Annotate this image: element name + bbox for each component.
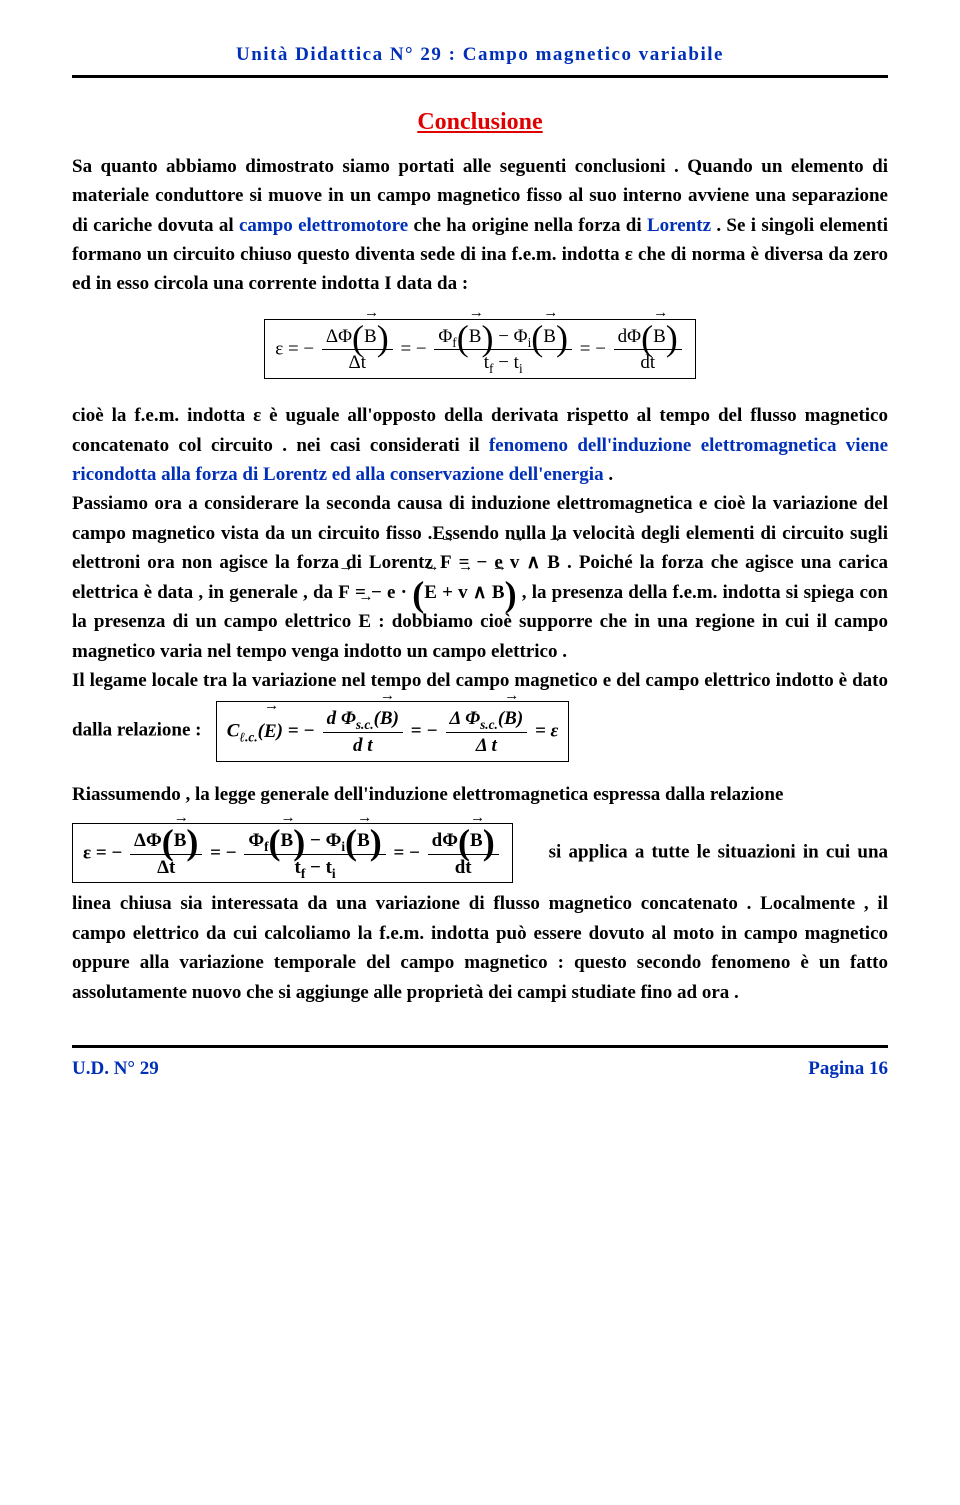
- eq-text: (: [412, 574, 424, 614]
- eq-text: ∧: [468, 582, 492, 603]
- eq-sym: B: [547, 552, 560, 573]
- eq-sub: f: [489, 361, 493, 376]
- eq-sym: F: [440, 552, 452, 573]
- eq-sym: B: [364, 326, 377, 347]
- fraction: dΦ(→B) dt: [428, 828, 499, 880]
- eq-sym: E: [264, 721, 277, 742]
- eq-text: ε = −: [83, 843, 122, 864]
- equation-1: ε = − ΔΦ(→B) Δt = − Φf(→B) − Φi(→B) tf −…: [72, 313, 888, 385]
- eq-sym: ΔΦ: [326, 326, 352, 347]
- text: .: [608, 464, 613, 485]
- eq-text: ε = −: [275, 338, 314, 359]
- fraction: Φf(→B) − Φi(→B) tf − ti: [244, 828, 385, 880]
- eq-text: +: [437, 582, 458, 603]
- footer-right: Pagina 16: [808, 1054, 888, 1083]
- text: . nei casi considerati il: [282, 435, 489, 456]
- equation-box: ε = − ΔΦ(→B) Δt = − Φf(→B) − Φi(→B) tf −…: [264, 319, 696, 379]
- footer-rule: [72, 1045, 888, 1048]
- page-footer: U.D. N° 29 Pagina 16: [72, 1054, 888, 1083]
- text: Riassumendo , la legge generale dell'ind…: [72, 784, 783, 805]
- eq-text: ∧: [519, 552, 547, 573]
- eq-sym: v: [510, 552, 520, 573]
- paragraph-1: Sa quanto abbiamo dimostrato siamo porta…: [72, 152, 888, 299]
- eq-sym: Φ: [514, 326, 528, 347]
- eq-sym: B: [504, 708, 517, 729]
- fraction: d Φs.c.(→B) d t: [323, 706, 403, 758]
- eq-sub: s.c.: [480, 717, 498, 732]
- fraction: ΔΦ(→B) Δt: [130, 828, 202, 880]
- eq-sym: E: [358, 611, 371, 632]
- eq-sym: Φ: [326, 830, 342, 851]
- eq-sym: ΔΦ: [134, 830, 162, 851]
- footer-left: U.D. N° 29: [72, 1054, 159, 1083]
- eq-sub: f: [301, 866, 305, 881]
- text: che ha origine nella forza di: [413, 215, 647, 236]
- text-emph: Lorentz: [647, 215, 711, 236]
- paragraph-4: Il legame locale tra la variazione nel t…: [72, 666, 888, 768]
- eq-text: = −: [580, 338, 611, 359]
- eq-sym: F: [338, 582, 350, 603]
- eq-text: = ε: [535, 721, 558, 742]
- eq-sym: B: [281, 830, 294, 851]
- eq-sub: i: [519, 361, 523, 376]
- fraction: dΦ(→B) dt: [614, 324, 682, 376]
- eq-text: = −: [411, 721, 443, 742]
- eq-sub: i: [332, 866, 336, 881]
- eq-sym: E: [424, 582, 437, 603]
- eq-sub: ℓ.c.: [239, 730, 257, 745]
- eq-text: = −: [394, 843, 425, 864]
- section-title: Conclusione: [72, 104, 888, 141]
- eq-sym: B: [470, 830, 483, 851]
- eq-sym: Δ Φ: [450, 708, 481, 729]
- eq-text: = −: [400, 338, 431, 359]
- eq-sym: dΦ: [432, 830, 458, 851]
- paragraph-3: Passiamo ora a considerare la seconda ca…: [72, 489, 888, 666]
- eq-sym: dΦ: [618, 326, 641, 347]
- eq-sub: s.c.: [356, 717, 374, 732]
- equation-box: ε = − ΔΦ(→B) Δt = − Φf(→B) − Φi(→B) tf −…: [72, 823, 513, 883]
- eq-sym: C: [227, 721, 240, 742]
- paragraph-2: cioè la f.e.m. indotta ε è uguale all'op…: [72, 401, 888, 489]
- fraction: Δ Φs.c.(→B) Δ t: [446, 706, 528, 758]
- paragraph-5: Riassumendo , la legge generale dell'ind…: [72, 780, 888, 809]
- eq-sym: B: [469, 326, 482, 347]
- eq-text: = −: [210, 843, 241, 864]
- eq-sym: B: [357, 830, 370, 851]
- eq-sym: Φ: [248, 830, 264, 851]
- eq-sym: B: [543, 326, 556, 347]
- fraction: Φf(→B) − Φi(→B) tf − ti: [434, 324, 572, 376]
- paragraph-5b: ε = − ΔΦ(→B) Δt = − Φf(→B) − Φi(→B) tf −…: [72, 817, 888, 1007]
- eq-sym: Δ t: [446, 733, 528, 759]
- inline-eq-E: →E: [358, 607, 371, 636]
- eq-sym: B: [492, 582, 505, 603]
- eq-sym: B: [653, 326, 666, 347]
- eq-sym: B: [380, 708, 393, 729]
- eq-sym: d t: [323, 733, 403, 759]
- eq-text: ) = −: [277, 721, 315, 742]
- fraction: ΔΦ(→B) Δt: [322, 324, 393, 376]
- eq-sym: d Φ: [327, 708, 356, 729]
- eq-text: ): [505, 574, 517, 614]
- text: cioè la f.e.m. indotta ε: [72, 405, 269, 426]
- text-emph: campo elettromotore: [239, 215, 408, 236]
- equation-box: Cℓ.c.(→E) = − d Φs.c.(→B) d t = − Δ Φs.c…: [216, 701, 570, 761]
- eq-sym: Φ: [438, 326, 452, 347]
- eq-sym: B: [174, 830, 187, 851]
- header-rule: [72, 75, 888, 78]
- page-header: Unità Didattica N° 29 : Campo magnetico …: [72, 40, 888, 69]
- eq-sym: v: [458, 582, 468, 603]
